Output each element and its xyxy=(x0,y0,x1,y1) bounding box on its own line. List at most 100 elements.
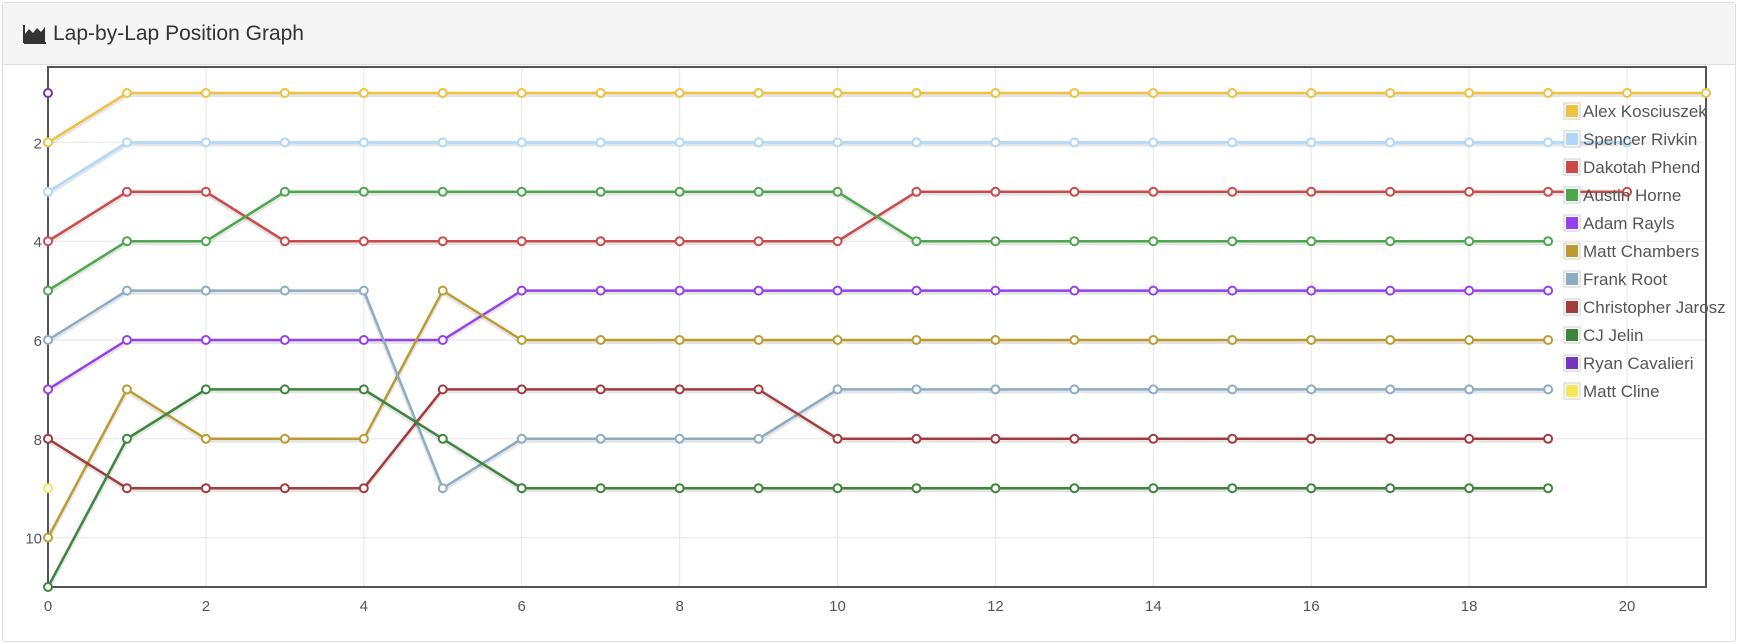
data-point xyxy=(753,433,764,444)
data-point xyxy=(1622,88,1633,98)
legend-swatch xyxy=(1566,273,1578,285)
data-point xyxy=(1227,483,1238,494)
data-point xyxy=(832,335,843,345)
data-point xyxy=(516,483,527,494)
data-point xyxy=(279,186,290,197)
data-point xyxy=(358,433,369,444)
data-point xyxy=(832,483,843,494)
series-line xyxy=(47,190,1549,292)
series-4 xyxy=(43,285,1554,395)
data-point xyxy=(1306,137,1317,148)
series-shadow xyxy=(46,290,1549,394)
data-point xyxy=(200,335,211,345)
data-point xyxy=(1227,384,1238,395)
data-point xyxy=(595,483,606,494)
data-point xyxy=(121,483,132,494)
data-point xyxy=(1069,483,1080,494)
legend-swatch xyxy=(1566,385,1578,397)
legend-swatch xyxy=(1566,301,1578,313)
data-point xyxy=(1385,483,1396,494)
data-point xyxy=(1385,384,1396,395)
legend-swatch xyxy=(1566,357,1578,369)
data-point xyxy=(1543,335,1554,345)
data-point xyxy=(832,433,843,444)
data-point xyxy=(911,384,922,395)
data-point xyxy=(1543,186,1554,197)
legend-swatch xyxy=(1566,133,1578,145)
x-tick-label: 14 xyxy=(1145,598,1162,615)
panel-title: Lap-by-Lap Position Graph xyxy=(23,22,304,46)
series-6 xyxy=(43,285,1554,494)
data-point xyxy=(753,88,764,98)
data-point xyxy=(674,285,685,296)
data-point xyxy=(516,236,527,247)
data-point xyxy=(1306,335,1317,345)
series-line xyxy=(46,388,1549,588)
series-0 xyxy=(43,88,1711,148)
data-point xyxy=(200,236,211,247)
legend-label: Austin Horne xyxy=(1583,186,1681,205)
data-point xyxy=(516,384,527,395)
data-point xyxy=(990,285,1001,296)
data-point xyxy=(595,285,606,296)
plot-border xyxy=(47,66,1707,588)
series-line xyxy=(47,388,1549,490)
series-8 xyxy=(43,384,1554,592)
x-tick-label: 18 xyxy=(1461,598,1478,615)
data-point xyxy=(1385,186,1396,197)
data-point xyxy=(595,186,606,197)
legend-label: Matt Cline xyxy=(1583,382,1660,401)
x-tick-label: 2 xyxy=(202,598,210,615)
data-point xyxy=(358,285,369,296)
data-point xyxy=(279,236,290,247)
data-point xyxy=(1148,236,1159,247)
data-point xyxy=(1306,186,1317,197)
data-point xyxy=(1148,137,1159,148)
panel-heading: Lap-by-Lap Position Graph xyxy=(3,3,1735,65)
data-point xyxy=(437,483,448,494)
series-shadow xyxy=(46,93,1706,147)
series-shadow xyxy=(46,191,1549,295)
data-point xyxy=(1543,285,1554,296)
data-point xyxy=(1227,88,1238,98)
data-point xyxy=(911,335,922,345)
data-point xyxy=(832,186,843,197)
data-point xyxy=(595,335,606,345)
series-line xyxy=(47,91,1706,144)
legend-label: Ryan Cavalieri xyxy=(1583,354,1694,373)
legend-label: Dakotah Phend xyxy=(1583,158,1700,177)
area-chart-icon xyxy=(23,24,47,44)
data-point xyxy=(1385,335,1396,345)
data-point xyxy=(1227,433,1238,444)
data-point xyxy=(43,186,53,197)
data-point xyxy=(911,285,922,296)
data-point xyxy=(1306,88,1317,98)
data-point xyxy=(121,285,132,296)
data-point xyxy=(674,236,685,247)
data-point xyxy=(1622,186,1633,197)
data-point xyxy=(1227,186,1238,197)
data-point xyxy=(1464,186,1475,197)
data-point xyxy=(990,236,1001,247)
data-point xyxy=(121,137,132,148)
legend-swatch xyxy=(1566,329,1578,341)
data-point xyxy=(1385,236,1396,247)
data-point xyxy=(200,137,211,148)
data-point xyxy=(911,137,922,148)
data-point xyxy=(832,88,843,98)
data-point xyxy=(1543,137,1554,148)
data-point xyxy=(1148,335,1159,345)
data-point xyxy=(674,433,685,444)
x-tick-label: 6 xyxy=(518,598,526,615)
series-shadow xyxy=(46,289,1549,541)
y-tick-label: 4 xyxy=(34,234,42,251)
data-point xyxy=(832,384,843,395)
data-point xyxy=(990,335,1001,345)
y-tick-label: 2 xyxy=(34,135,42,152)
data-point xyxy=(43,285,53,296)
data-point xyxy=(1148,186,1159,197)
x-tick-label: 16 xyxy=(1303,598,1320,615)
data-point xyxy=(1464,483,1475,494)
data-point xyxy=(674,483,685,494)
data-point xyxy=(1148,483,1159,494)
